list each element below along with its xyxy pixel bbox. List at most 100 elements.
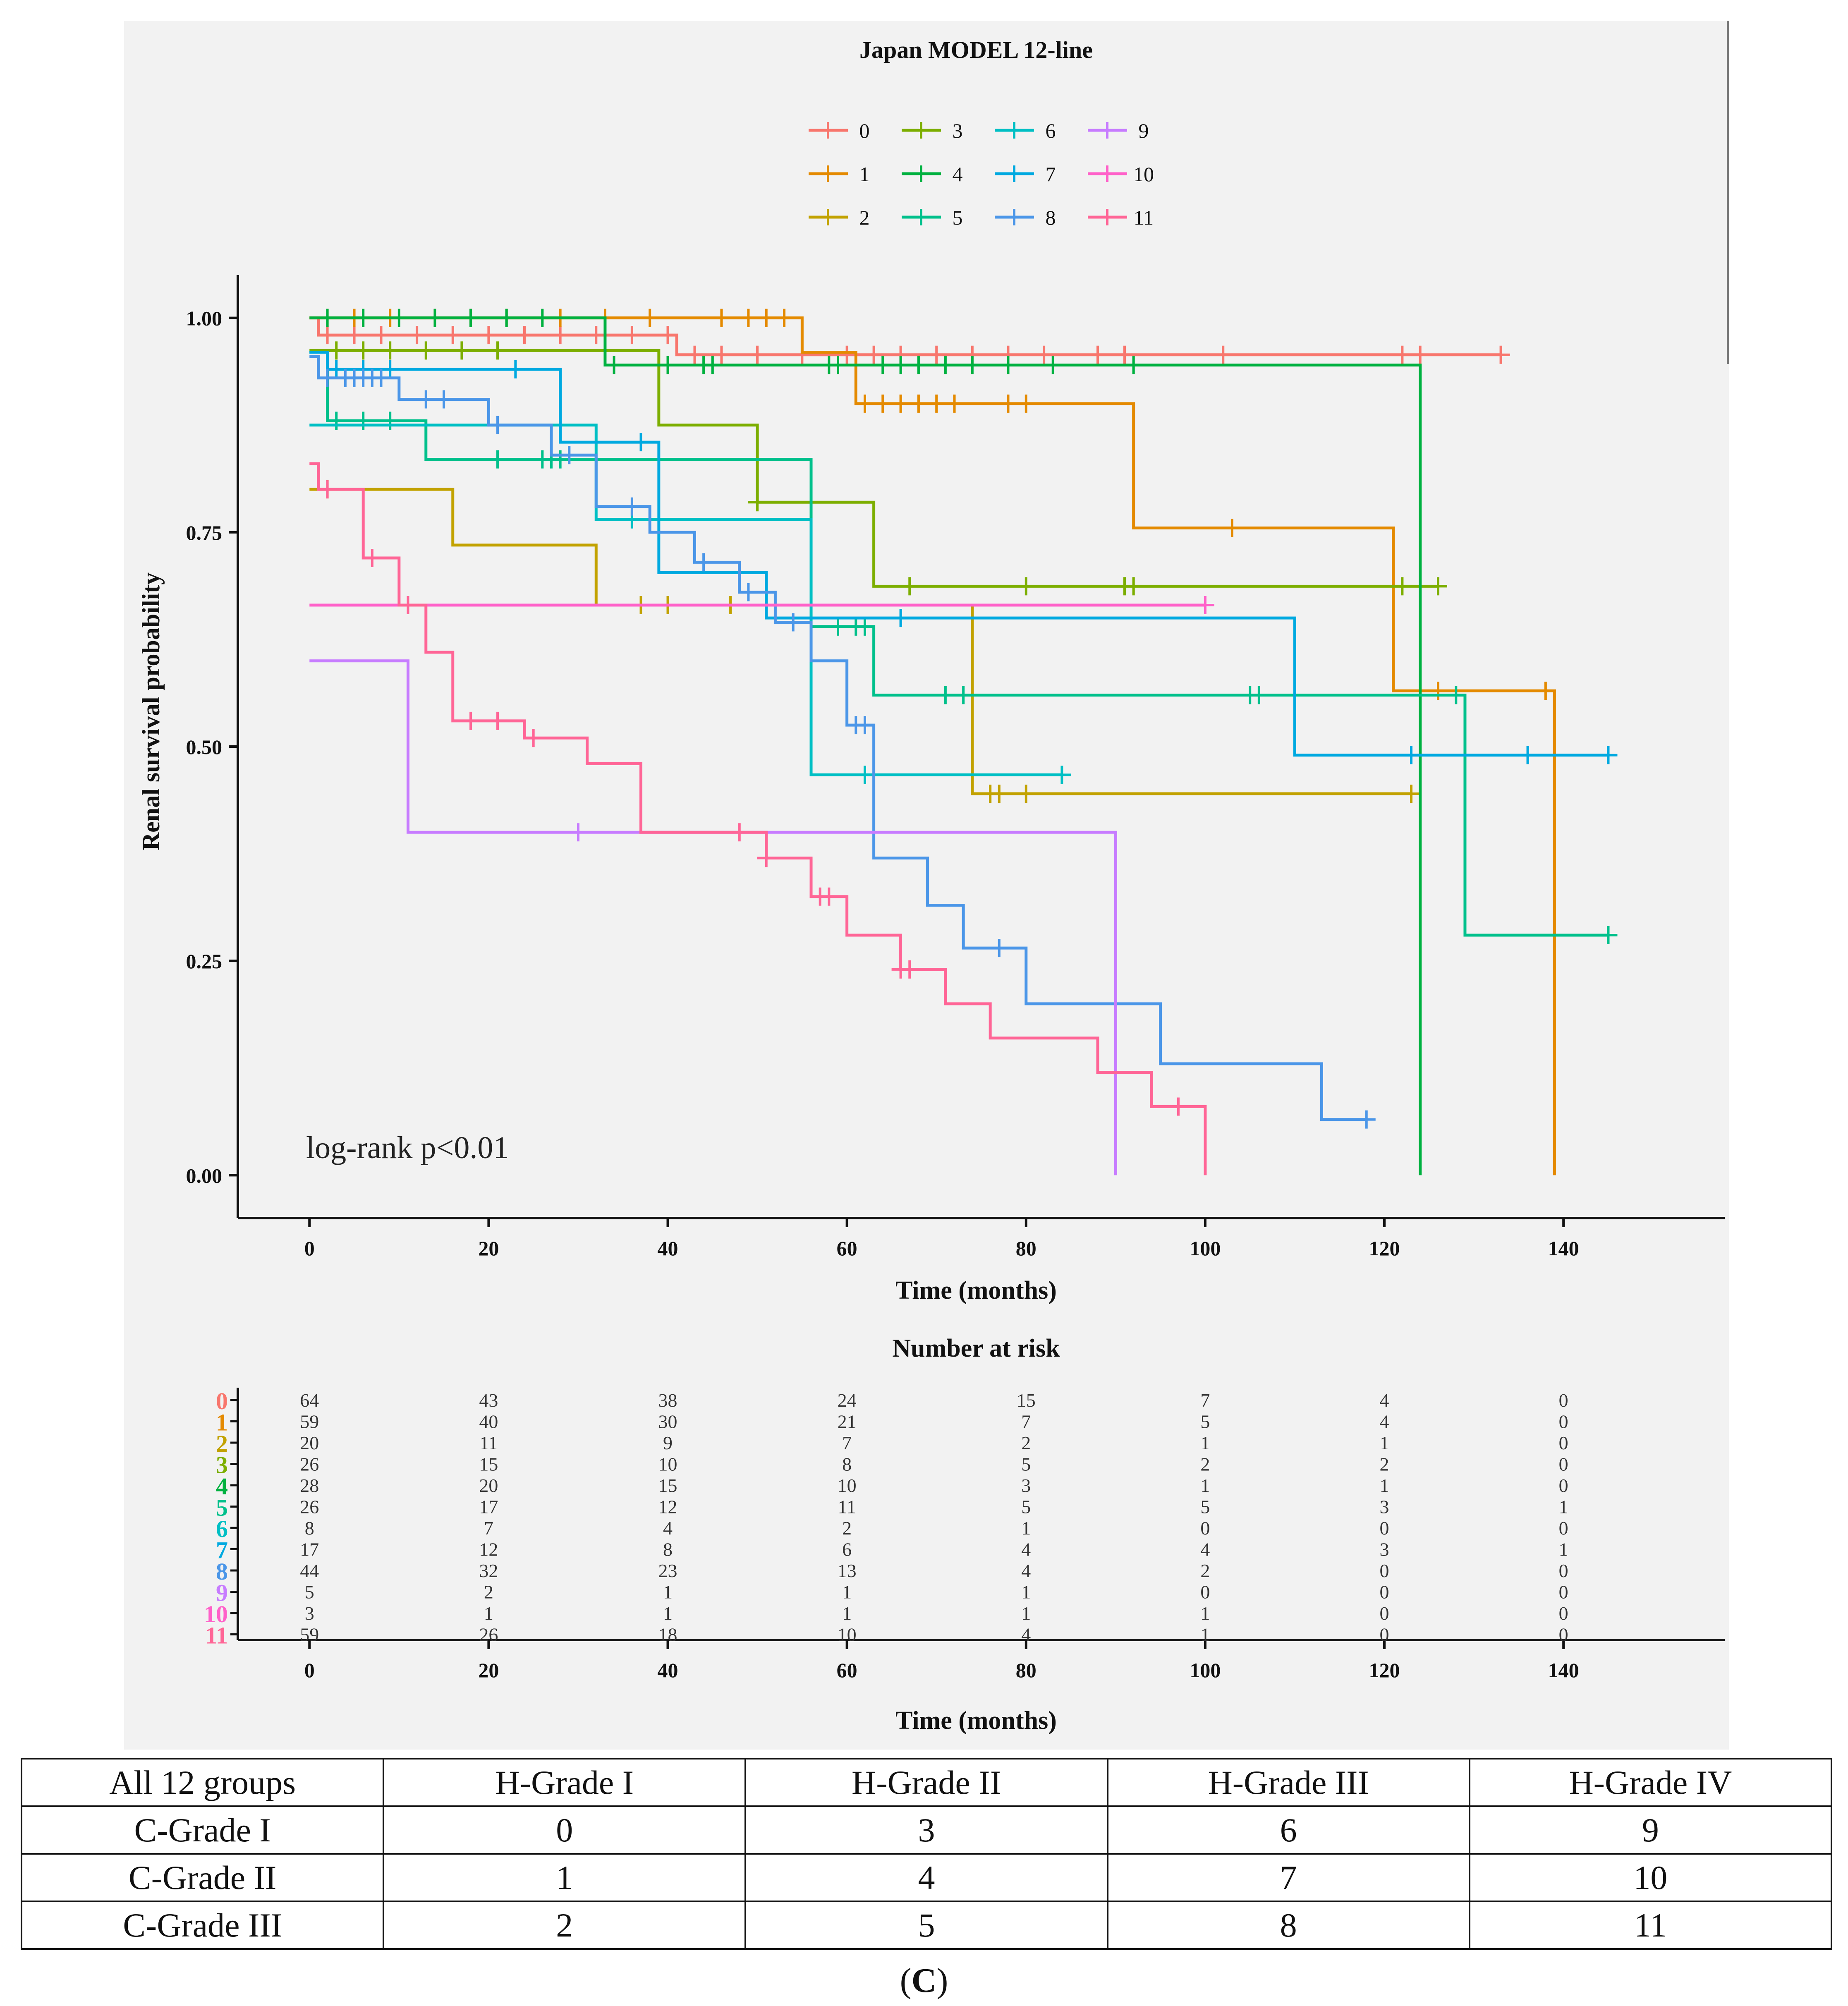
risk-count: 1 <box>1200 1603 1210 1624</box>
risk-count: 15 <box>658 1475 677 1496</box>
risk-count: 8 <box>842 1454 852 1475</box>
km-axes: 0.00 0.25 0.50 0.75 1.00 0 20 40 60 80 100 120 140 <box>186 275 1725 1260</box>
chart-legend: 0 1 2 3 4 5 6 7 8 9 10 11 <box>809 119 1154 229</box>
grouping-cell: 3 <box>744 1805 1108 1855</box>
risk-count: 26 <box>300 1454 319 1475</box>
legend-label: 5 <box>953 206 963 229</box>
censor-mark-4 <box>426 309 444 327</box>
risk-count: 0 <box>1559 1411 1568 1432</box>
risk-count: 0 <box>1559 1518 1568 1539</box>
censor-mark-2 <box>990 785 1008 803</box>
censor-mark-11 <box>900 960 919 979</box>
grouping-cell: 0 <box>383 1805 747 1855</box>
km-curve-8 <box>309 355 1367 1121</box>
risk-group-label: 5 <box>216 1494 228 1521</box>
risk-x-axis-label: Time (months) <box>895 1707 1057 1735</box>
censor-mark-9 <box>569 823 587 842</box>
censor-mark-0 <box>838 345 856 364</box>
legend-item-8: 8 <box>995 206 1056 229</box>
legend-label: 1 <box>859 163 870 186</box>
risk-x-tick-label: 140 <box>1548 1659 1579 1682</box>
censor-mark-3 <box>327 341 346 360</box>
censor-mark-7 <box>1402 746 1421 764</box>
censor-mark-11 <box>1169 1097 1187 1116</box>
censor-mark-5 <box>855 617 874 636</box>
censor-mark-0 <box>515 326 534 345</box>
grouping-row-label: C-Grade I <box>20 1805 385 1855</box>
risk-count: 17 <box>479 1496 498 1518</box>
grouping-table-row: C-Grade I 0 3 6 9 <box>20 1805 1833 1855</box>
censor-mark-5 <box>1599 926 1618 944</box>
censor-mark-8 <box>417 390 435 409</box>
risk-count: 1 <box>1021 1582 1031 1603</box>
censor-mark-4 <box>390 309 408 327</box>
censor-mark-0 <box>927 345 946 364</box>
censor-mark-0 <box>685 345 704 364</box>
censor-mark-7 <box>1599 746 1618 764</box>
grouping-cell: 9 <box>1468 1805 1833 1855</box>
censor-mark-4 <box>354 309 373 327</box>
risk-group-label: 0 <box>216 1388 228 1415</box>
grouping-cell: 8 <box>1106 1901 1470 1950</box>
censor-mark-1 <box>909 394 928 413</box>
risk-count: 4 <box>1380 1390 1389 1411</box>
risk-table-title: Number at risk <box>892 1334 1060 1362</box>
legend-item-7: 7 <box>995 163 1056 186</box>
risk-group-label: 7 <box>216 1537 228 1564</box>
censor-mark-0 <box>864 345 883 364</box>
censor-mark-5 <box>936 686 955 704</box>
risk-count: 44 <box>300 1560 319 1581</box>
censor-mark-11 <box>730 823 749 842</box>
risk-count: 5 <box>1200 1496 1210 1518</box>
grouping-table: All 12 groups H-Grade I H-Grade II H-Gra… <box>20 1758 1833 1950</box>
censor-mark-1 <box>712 309 731 327</box>
grouping-table-row: C-Grade II 1 4 7 10 <box>20 1853 1833 1902</box>
censor-mark-8 <box>990 939 1008 958</box>
censor-mark-4 <box>963 356 981 374</box>
censor-mark-0 <box>712 345 731 364</box>
risk-x-tick-label: 20 <box>478 1659 499 1682</box>
censor-mark-2 <box>1017 785 1035 803</box>
grouping-header-cell: All 12 groups <box>20 1758 385 1807</box>
censor-mark-3 <box>354 341 373 360</box>
censor-mark-8 <box>488 416 507 434</box>
y-tick-label: 1.00 <box>186 307 223 330</box>
risk-count: 4 <box>1021 1624 1031 1645</box>
x-tick-label: 80 <box>1016 1237 1037 1260</box>
censor-mark-7 <box>891 609 910 627</box>
risk-count: 2 <box>1380 1454 1389 1475</box>
risk-count: 2 <box>1021 1432 1031 1453</box>
censor-mark-11 <box>524 729 543 747</box>
legend-item-5: 5 <box>902 206 963 229</box>
censor-mark-8 <box>318 369 337 387</box>
censor-mark-0 <box>1393 345 1412 364</box>
risk-count: 3 <box>1380 1496 1389 1518</box>
risk-count: 10 <box>658 1454 677 1475</box>
legend-label: 4 <box>953 163 963 186</box>
censor-mark-7 <box>381 360 400 378</box>
censor-mark-1 <box>999 394 1017 413</box>
censor-mark-4 <box>936 356 955 374</box>
grouping-row-label: C-Grade II <box>20 1853 385 1902</box>
risk-count: 1 <box>1559 1496 1568 1518</box>
risk-count: 4 <box>663 1518 673 1539</box>
risk-count: 3 <box>1380 1539 1389 1560</box>
y-axis-label: Renal survival probability <box>137 572 165 850</box>
risk-count: 3 <box>1021 1475 1031 1496</box>
risk-count: 12 <box>479 1539 498 1560</box>
censor-mark-1 <box>641 309 659 327</box>
legend-item-10: 10 <box>1088 163 1154 186</box>
risk-group-label: 9 <box>216 1580 228 1606</box>
censor-mark-1 <box>1429 682 1447 700</box>
risk-count: 1 <box>1021 1603 1031 1624</box>
risk-count: 4 <box>1021 1539 1031 1560</box>
grouping-header-cell: H-Grade IV <box>1468 1758 1833 1807</box>
censor-mark-0 <box>318 326 337 345</box>
risk-count: 6 <box>842 1539 852 1560</box>
censor-mark-1 <box>945 394 964 413</box>
censor-mark-3 <box>1429 577 1447 596</box>
censor-mark-0 <box>408 326 426 345</box>
caption-close: ) <box>936 1961 948 2000</box>
km-curve-2 <box>309 488 1412 795</box>
